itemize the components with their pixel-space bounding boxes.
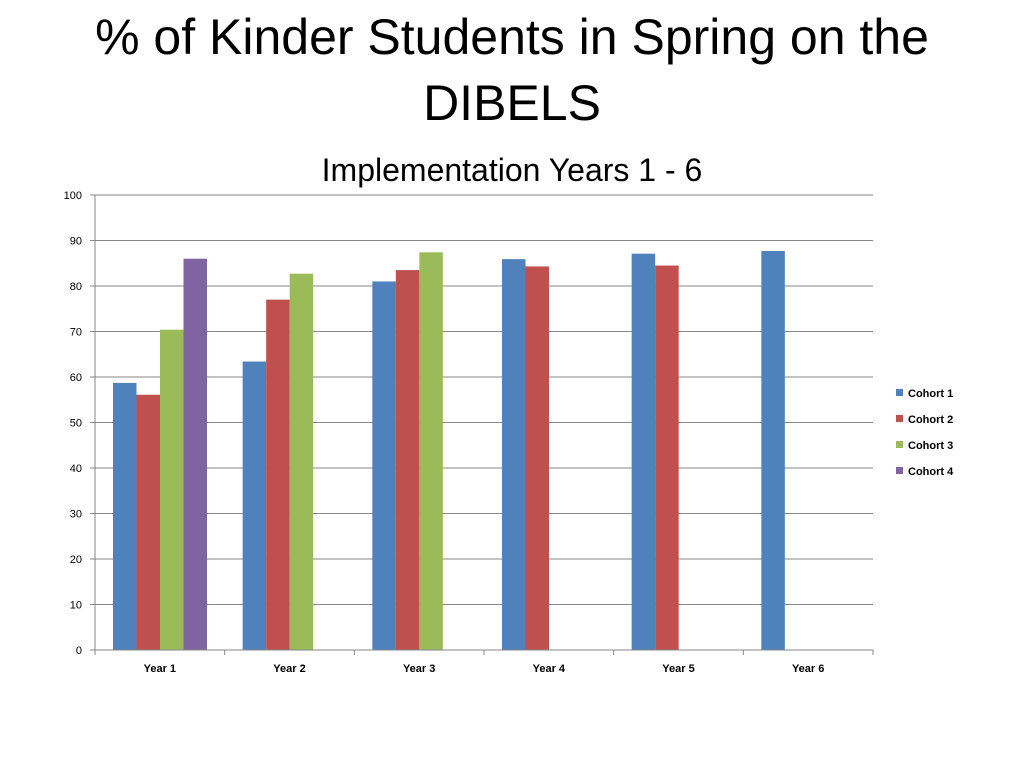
y-tick-label: 50 [70, 418, 82, 430]
axes: 0 10 20 30 40 50 60 70 80 90 100 Year 1 Year 2 Year 3… [64, 190, 874, 675]
legend-label: Cohort 4 [908, 466, 954, 478]
bar-cohort-3-year-2 [289, 273, 314, 650]
y-tick-label: 0 [76, 645, 82, 657]
slide-title-line: % of Kinder Students in Spring on the DI… [95, 9, 929, 131]
x-tick-label: Year 2 [273, 663, 305, 675]
x-tick-label: Year 6 [792, 663, 824, 675]
bar-cohort-2-year-1 [136, 394, 160, 650]
gridlines [95, 194, 873, 651]
legend-label: Cohort 2 [908, 414, 953, 426]
bar-cohort-3-year-3 [419, 252, 443, 650]
y-tick-label: 60 [70, 372, 82, 384]
x-tick-label: Year 5 [662, 663, 694, 675]
y-tick-label: 20 [70, 554, 82, 566]
slide-subtitle: Implementation Years 1 - 6 [321, 152, 703, 188]
y-tick-label: 100 [64, 190, 82, 202]
bar-cohort-1-year-5 [631, 253, 656, 650]
y-tick-label: 70 [70, 327, 82, 339]
legend-swatch [896, 467, 903, 474]
bar-cohort-2-year-4 [525, 266, 549, 650]
bar-cohort-1-year-6 [761, 250, 785, 650]
legend: Cohort 1 Cohort 2 Cohort 3 Cohort 4 [896, 388, 954, 478]
legend-swatch [896, 441, 903, 448]
legend-swatch [896, 389, 903, 396]
legend-label: Cohort 3 [908, 440, 953, 452]
bar-cohort-4-year-1 [183, 258, 207, 650]
x-tick-label: Year 3 [403, 663, 435, 675]
bars [113, 250, 785, 650]
x-tick-label: Year 1 [144, 663, 176, 675]
y-tick-label: 30 [70, 509, 82, 521]
bar-cohort-3-year-1 [160, 329, 184, 650]
y-tick-label: 80 [70, 281, 82, 293]
legend-swatch [896, 415, 903, 422]
y-tick-label: 90 [70, 236, 82, 248]
bar-cohort-1-year-2 [242, 361, 267, 650]
bar-cohort-2-year-2 [266, 299, 290, 650]
y-tick-label: 10 [70, 600, 82, 612]
bar-cohort-1-year-4 [502, 259, 526, 650]
legend-label: Cohort 1 [908, 388, 953, 400]
x-tick-label: Year 4 [533, 663, 566, 675]
y-tick-label: 40 [70, 463, 82, 475]
bar-cohort-2-year-5 [655, 265, 679, 650]
bar-cohort-2-year-3 [395, 270, 420, 650]
bar-cohort-1-year-1 [113, 382, 137, 650]
bar-cohort-1-year-3 [372, 281, 396, 650]
slide-title: % of Kinder Students in Spring on the DI… [0, 4, 1024, 136]
